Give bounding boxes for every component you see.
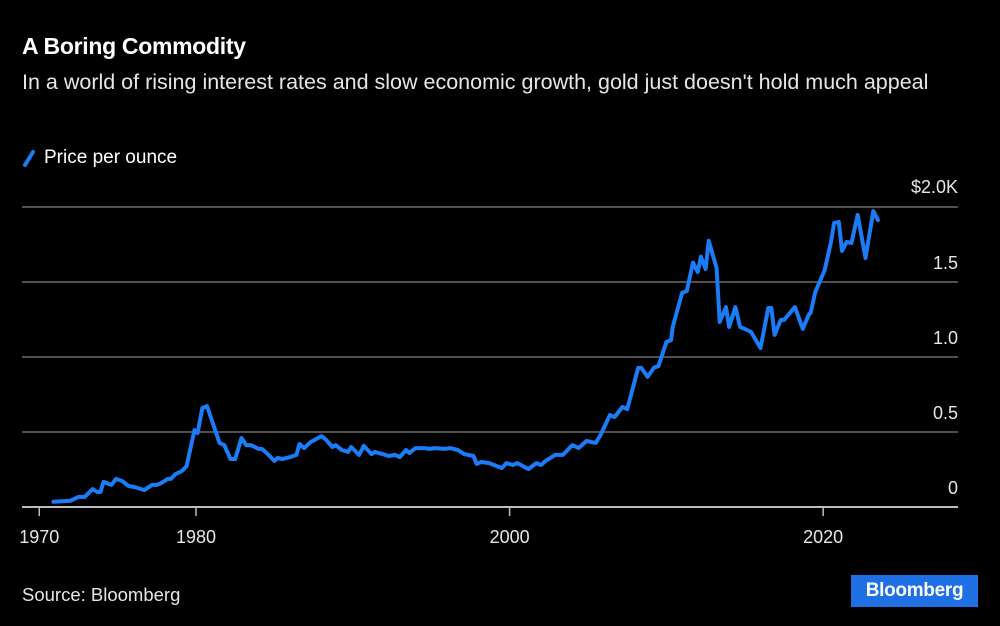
x-tick-label: 1980 <box>176 527 216 547</box>
y-tick-label: 0.5 <box>933 403 958 423</box>
price-line <box>51 209 880 504</box>
y-tick-label: 1.5 <box>933 253 958 273</box>
bloomberg-logo: Bloomberg <box>851 575 978 607</box>
chart-title: A Boring Commodity <box>22 33 246 59</box>
legend-label: Price per ounce <box>44 147 178 168</box>
legend: Price per ounce <box>22 147 177 169</box>
y-tick-label: $2.0K <box>911 177 958 197</box>
y-tick-label: 1.0 <box>933 328 958 348</box>
source-note: Source: Bloomberg <box>22 584 181 605</box>
x-tick-label: 2020 <box>803 527 843 547</box>
x-tick-label: 2000 <box>490 527 530 547</box>
y-tick-label: 0 <box>948 478 958 498</box>
chart-subtitle: In a world of rising interest rates and … <box>22 70 929 94</box>
legend-line-icon <box>23 150 35 167</box>
x-tick-label: 1970 <box>19 527 59 547</box>
